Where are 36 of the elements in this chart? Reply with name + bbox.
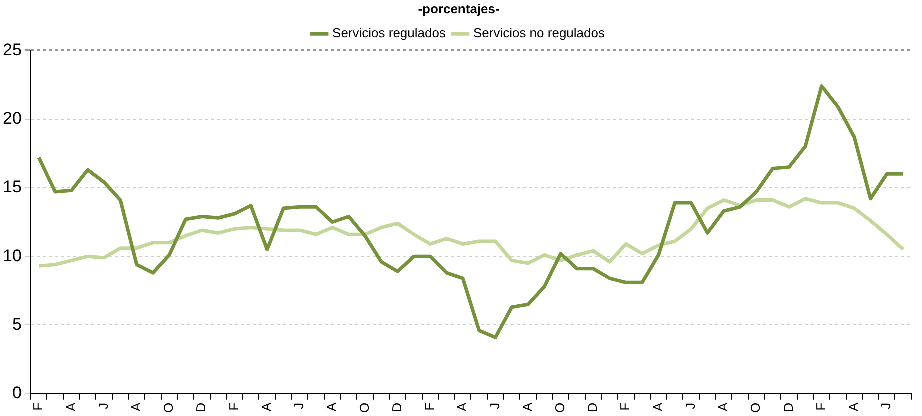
x-tick-label: O <box>552 402 568 414</box>
y-tick-label: 10 <box>2 246 22 266</box>
x-tick-label: D <box>585 402 600 412</box>
legend-label: Servicios regulados <box>332 26 446 41</box>
x-tick-label: J <box>487 402 502 410</box>
chart-title: -porcentajes- <box>418 1 500 16</box>
x-tick-label: A <box>258 402 274 412</box>
y-tick-label: 15 <box>2 178 22 197</box>
x-tick-label: D <box>194 402 209 412</box>
x-tick-label: A <box>846 402 862 412</box>
x-tick-label: D <box>389 402 404 412</box>
y-tick-label: 0 <box>12 384 22 403</box>
x-tick-label: F <box>226 402 242 411</box>
x-tick-label: F <box>813 402 828 411</box>
x-tick-label: J <box>292 402 307 410</box>
x-tick-label: O <box>161 402 176 414</box>
x-tick-label: F <box>422 402 438 411</box>
y-tick-label: 25 <box>2 40 22 60</box>
x-tick-label: O <box>356 402 372 414</box>
legend-label: Servicios no regulados <box>473 26 606 41</box>
x-tick-label: J <box>96 402 111 410</box>
x-tick-label: A <box>63 402 78 412</box>
x-tick-label: J <box>878 402 894 410</box>
x-tick-label: A <box>324 402 340 412</box>
x-tick-label: F <box>30 402 46 411</box>
x-tick-label: D <box>780 402 796 412</box>
x-tick-label: A <box>128 402 144 412</box>
x-tick-label: O <box>748 402 764 414</box>
x-tick-label: A <box>454 402 470 412</box>
x-tick-label: F <box>618 402 633 411</box>
y-tick-label: 5 <box>12 314 22 334</box>
x-tick-label: A <box>520 402 535 412</box>
x-tick-label: A <box>650 402 666 412</box>
x-tick-label: A <box>716 402 731 412</box>
x-tick-label: J <box>682 402 698 410</box>
y-tick-label: 20 <box>2 108 22 128</box>
